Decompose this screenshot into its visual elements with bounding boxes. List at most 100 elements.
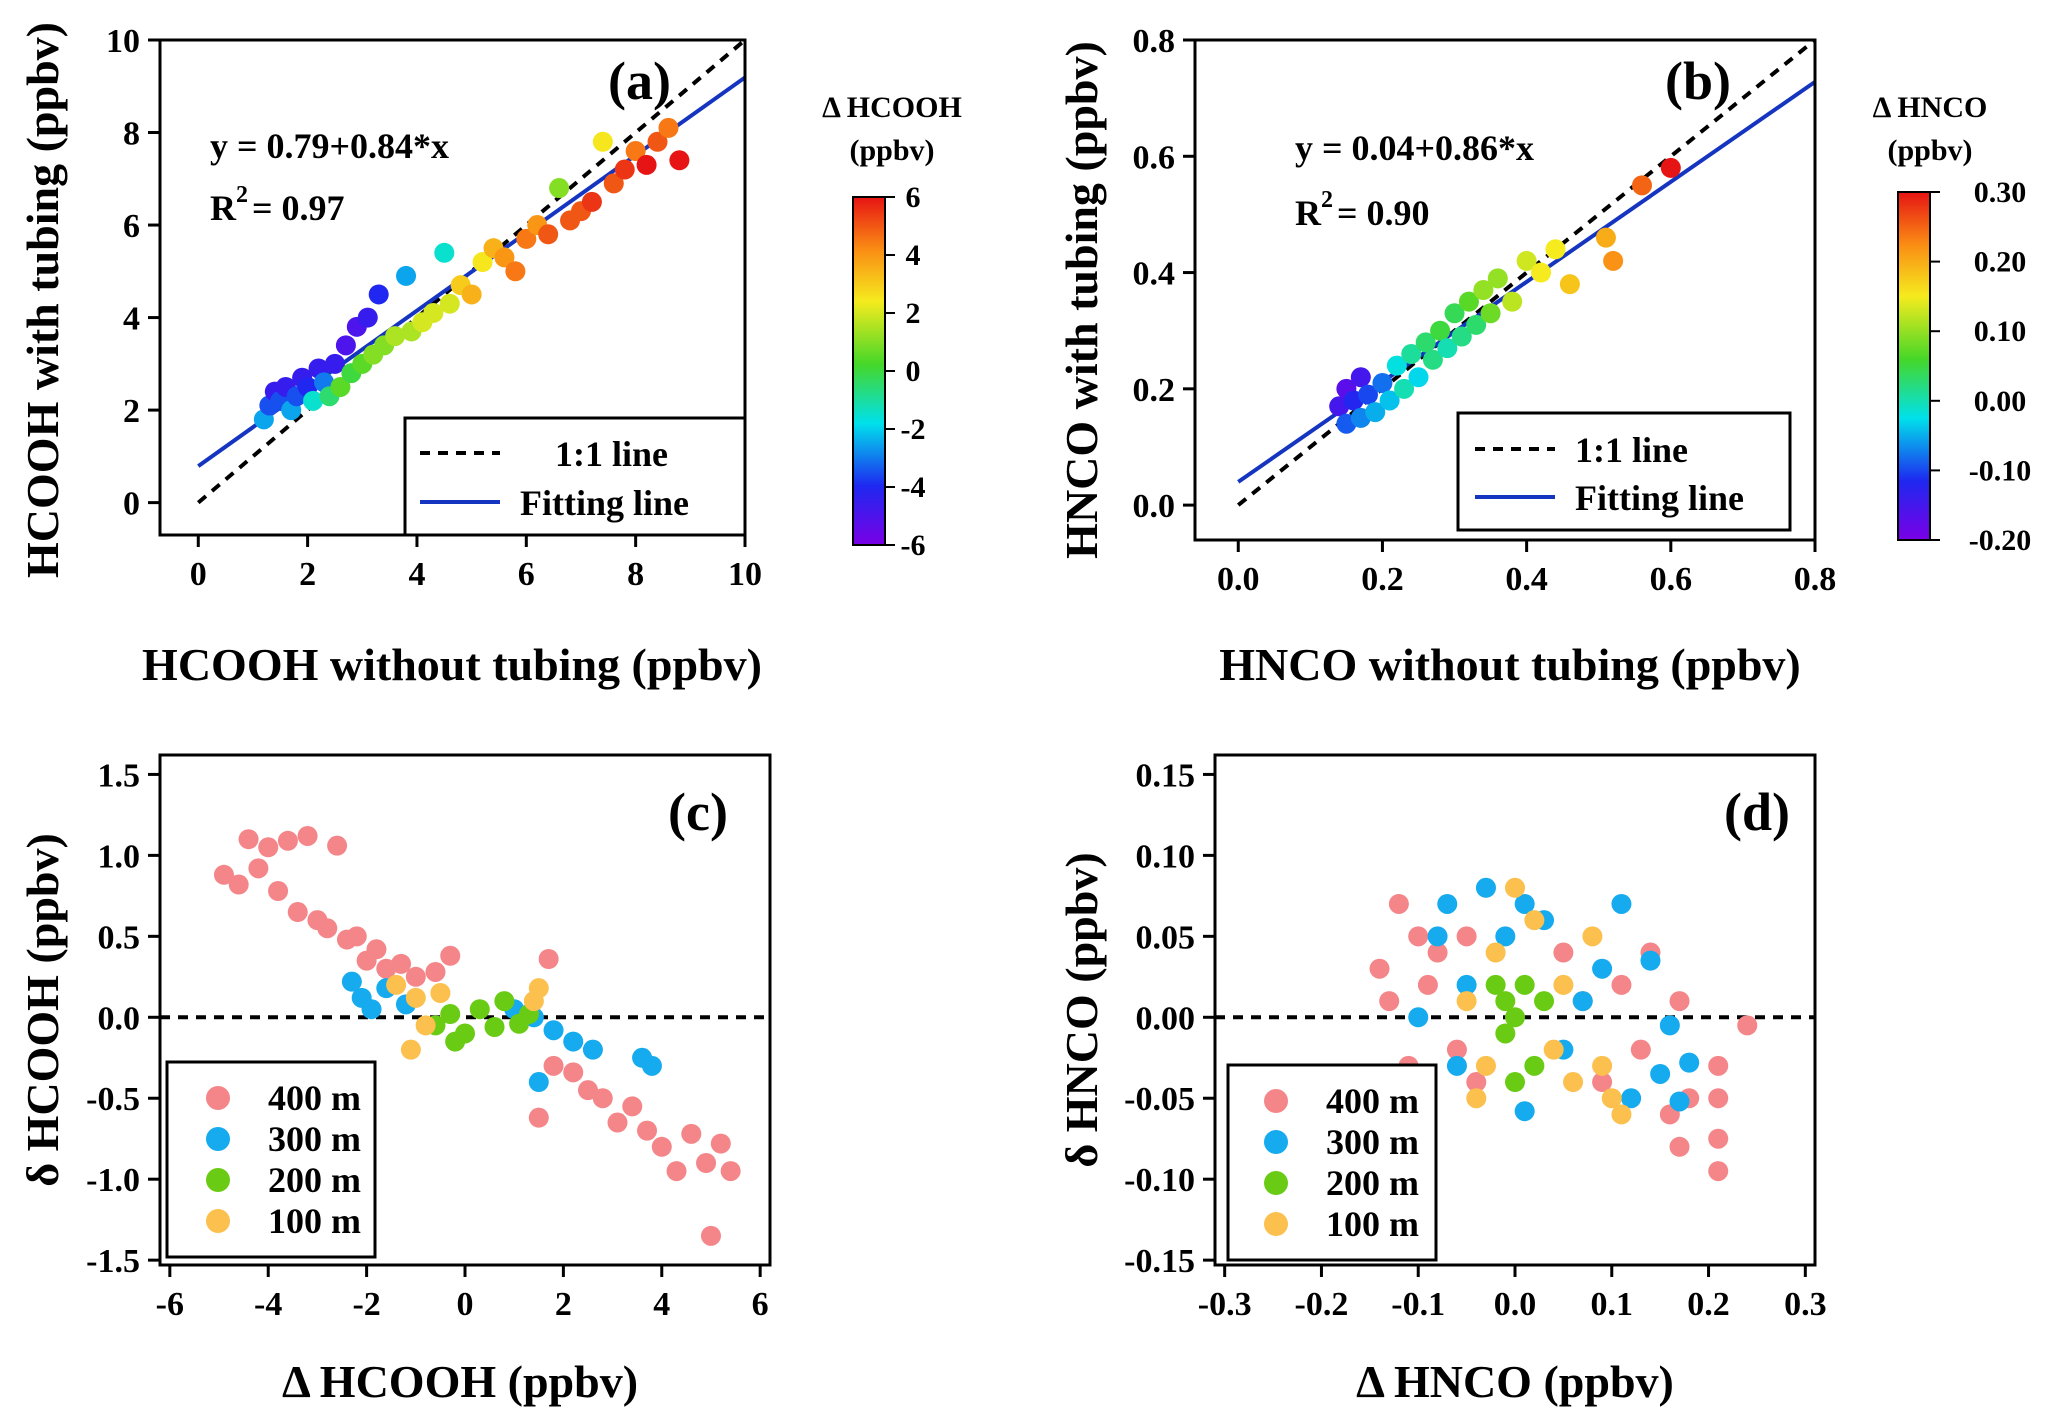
x-tick-label: 2 bbox=[299, 556, 316, 593]
x-tick-label: 0.2 bbox=[1687, 1286, 1730, 1323]
legend-marker-400m bbox=[206, 1086, 230, 1110]
data-point bbox=[1502, 291, 1523, 312]
data-point bbox=[1514, 974, 1535, 995]
fit-equation: y = 0.79+0.84*x bbox=[210, 126, 449, 166]
colorbar-tick-label: 0.30 bbox=[1974, 176, 2027, 209]
legend-one-to-one: 1:1 line bbox=[1575, 430, 1688, 470]
data-point bbox=[1451, 326, 1472, 347]
colorbar bbox=[1897, 191, 1931, 541]
data-point bbox=[516, 228, 537, 249]
y-tick-label: 0.15 bbox=[1136, 757, 1196, 794]
data-point bbox=[1495, 1023, 1516, 1044]
data-point bbox=[396, 265, 417, 286]
y-axis-label: HCOOH with tubing (ppbv) bbox=[17, 22, 68, 578]
colorbar-tick-label: 0.00 bbox=[1974, 385, 2027, 418]
data-point bbox=[1572, 991, 1593, 1012]
data-point bbox=[346, 926, 367, 947]
data-point bbox=[1611, 893, 1632, 914]
legend-marker-100m bbox=[206, 1209, 230, 1233]
data-point bbox=[1708, 1088, 1729, 1109]
data-point bbox=[268, 881, 289, 901]
data-point bbox=[700, 1225, 721, 1246]
legend-marker-400m bbox=[1264, 1089, 1288, 1113]
data-point bbox=[1603, 250, 1624, 271]
data-point bbox=[1427, 926, 1448, 947]
data-point bbox=[1456, 974, 1477, 995]
legend-label: 200 m bbox=[268, 1160, 361, 1200]
data-point bbox=[1679, 1052, 1700, 1073]
data-point bbox=[651, 1136, 672, 1157]
data-point bbox=[1437, 338, 1458, 359]
legend-marker-100m bbox=[1264, 1212, 1288, 1236]
data-point bbox=[563, 1031, 584, 1052]
y-tick-label: 0.5 bbox=[98, 919, 141, 956]
data-point bbox=[1466, 1088, 1487, 1109]
legend-label: 300 m bbox=[268, 1119, 361, 1159]
data-point bbox=[710, 1133, 731, 1154]
y-tick-label: -0.5 bbox=[86, 1081, 140, 1118]
y-tick-label: -1.5 bbox=[86, 1243, 140, 1280]
data-point bbox=[1495, 926, 1516, 947]
data-point bbox=[1408, 367, 1429, 388]
data-point bbox=[577, 1080, 598, 1101]
legend-fitting: Fitting line bbox=[1575, 478, 1744, 518]
x-tick-label: 4 bbox=[653, 1286, 670, 1323]
data-point bbox=[696, 1153, 717, 1173]
x-tick-label: 0.0 bbox=[1494, 1286, 1537, 1323]
colorbar-tick-label: -0.10 bbox=[1969, 454, 2032, 487]
data-point bbox=[1592, 1055, 1613, 1076]
data-point bbox=[641, 1055, 662, 1076]
data-point bbox=[625, 141, 646, 162]
data-point bbox=[238, 829, 259, 850]
y-tick-label: 0.4 bbox=[1133, 256, 1176, 293]
data-point bbox=[1495, 991, 1516, 1012]
data-point bbox=[528, 978, 549, 999]
colorbar-tick-label: -2 bbox=[901, 413, 926, 446]
data-point bbox=[1559, 274, 1580, 295]
data-point bbox=[469, 999, 490, 1020]
data-point bbox=[658, 117, 679, 138]
data-point bbox=[1458, 291, 1479, 312]
x-tick-label: 0.6 bbox=[1650, 561, 1693, 598]
data-point bbox=[1545, 239, 1566, 260]
y-tick-label: 6 bbox=[123, 208, 140, 245]
legend: 1:1 line Fitting line bbox=[1456, 411, 1792, 532]
x-axis-label: HNCO without tubing (ppbv) bbox=[1219, 639, 1801, 690]
data-point bbox=[1592, 958, 1613, 979]
panel-b: 0.0 0.2 0.4 0.6 0.8 0.0 0.2 0.4 0.6 0.8 (b) y = … bbox=[1056, 23, 2031, 690]
data-point bbox=[1669, 991, 1690, 1012]
data-point bbox=[423, 302, 444, 323]
data-point bbox=[1524, 910, 1545, 931]
y-tick-label: 0.0 bbox=[1133, 488, 1176, 525]
x-tick-label: -0.1 bbox=[1391, 1286, 1445, 1323]
data-point bbox=[1659, 1015, 1680, 1036]
x-tick-label: 4 bbox=[408, 556, 425, 593]
data-point bbox=[549, 178, 570, 199]
x-axis-label: Δ HCOOH (ppbv) bbox=[282, 1356, 638, 1407]
y-axis-label: δ HNCO (ppbv) bbox=[1056, 852, 1107, 1167]
x-tick-label: 8 bbox=[627, 556, 644, 593]
data-point bbox=[494, 991, 515, 1012]
data-point bbox=[1480, 303, 1501, 324]
data-point bbox=[1446, 1039, 1467, 1060]
x-tick-label: 0.3 bbox=[1784, 1286, 1827, 1323]
one-to-one-line bbox=[196, 40, 745, 505]
panel-label: (a) bbox=[608, 51, 671, 111]
x-axis-label: HCOOH without tubing (ppbv) bbox=[142, 639, 762, 690]
colorbar-tick-label: 0 bbox=[906, 355, 921, 388]
data-point bbox=[1369, 958, 1390, 979]
data-point bbox=[445, 1031, 466, 1052]
x-tick-label: 0.2 bbox=[1361, 561, 1404, 598]
data-point bbox=[1417, 974, 1438, 995]
data-point bbox=[341, 971, 362, 992]
y-tick-label: -1.0 bbox=[86, 1162, 140, 1199]
data-point bbox=[258, 837, 279, 858]
colorbar-tick-label: 6 bbox=[906, 181, 921, 214]
legend-label: 100 m bbox=[268, 1201, 361, 1241]
x-tick-label: -6 bbox=[156, 1286, 184, 1323]
data-point bbox=[1563, 1072, 1584, 1093]
data-point bbox=[1543, 1039, 1564, 1060]
data-point bbox=[1475, 877, 1496, 898]
x-tick-label: 0.0 bbox=[1217, 561, 1260, 598]
y-tick-label: 4 bbox=[123, 301, 140, 338]
